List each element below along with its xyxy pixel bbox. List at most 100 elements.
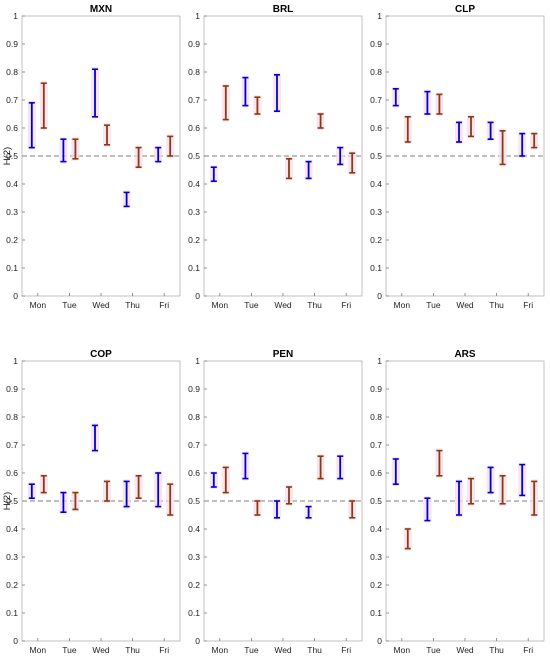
x-tick-label: Wed [274, 300, 292, 310]
y-tick-label: 0.4 [6, 179, 18, 189]
panel-title: CLP [455, 4, 475, 15]
y-tick-label: 0.3 [370, 552, 382, 562]
y-tick-label: 0.8 [188, 67, 200, 77]
y-tick-label: 0.1 [6, 608, 18, 618]
y-tick-label: 0.5 [188, 151, 200, 161]
x-tick-label: Wed [92, 645, 110, 655]
x-tick-label: Thu [489, 300, 504, 310]
y-tick-label: 0.3 [370, 207, 382, 217]
y-tick-label: 0.8 [188, 412, 200, 422]
panel-brl: 0 0.1 0.2 0.3 0.4 0.5 0.6 0.7 0.8 0.9 1 Mon Tue Wed Th… [188, 4, 363, 310]
y-tick-label: 0.7 [188, 440, 200, 450]
y-tick-label: 1 [195, 11, 200, 21]
x-tick-label: Fri [341, 300, 351, 310]
x-tick-label: Tue [62, 645, 77, 655]
y-tick-label: 0.7 [370, 440, 382, 450]
y-tick-label: 0 [13, 291, 18, 301]
y-tick-label: 0.9 [370, 384, 382, 394]
y-tick-label: 1 [13, 356, 18, 366]
y-tick-label: 0.9 [6, 39, 18, 49]
x-tick-label: Fri [159, 300, 169, 310]
x-tick-label: Tue [426, 645, 441, 655]
y-tick-label: 0.5 [6, 496, 18, 506]
y-tick-label: 0 [13, 636, 18, 646]
y-tick-label: 0.6 [188, 123, 200, 133]
y-tick-label: 0.3 [188, 552, 200, 562]
y-tick-label: 0.1 [6, 263, 18, 273]
panel-ars: 0 0.1 0.2 0.3 0.4 0.5 0.6 0.7 0.8 0.9 1 Mon Tue Wed Th… [370, 349, 545, 655]
y-tick-label: 0.6 [6, 468, 18, 478]
plot-area [203, 360, 363, 642]
y-tick-label: 0.7 [188, 95, 200, 105]
panel-pen: 0 0.1 0.2 0.3 0.4 0.5 0.6 0.7 0.8 0.9 1 Mon Tue Wed Th… [188, 349, 363, 655]
x-tick-label: Fri [523, 645, 533, 655]
y-tick-label: 0.5 [188, 496, 200, 506]
y-tick-label: 0.4 [6, 524, 18, 534]
x-tick-label: Tue [62, 300, 77, 310]
x-tick-label: Mon [394, 645, 411, 655]
x-tick-label: Tue [244, 645, 259, 655]
y-tick-label: 0.4 [188, 179, 200, 189]
x-tick-label: Thu [307, 300, 322, 310]
y-tick-label: 0.4 [188, 524, 200, 534]
y-tick-label: 0.3 [6, 552, 18, 562]
panel-clp: 0 0.1 0.2 0.3 0.4 0.5 0.6 0.7 0.8 0.9 1 Mon Tue Wed Th… [370, 4, 545, 310]
x-tick-label: Thu [489, 645, 504, 655]
y-tick-label: 0.3 [6, 207, 18, 217]
y-tick-label: 0.2 [188, 235, 200, 245]
x-tick-label: Fri [159, 645, 169, 655]
x-tick-label: Tue [244, 300, 259, 310]
y-tick-label: 1 [13, 11, 18, 21]
panel-title: COP [90, 349, 112, 360]
x-tick-label: Mon [212, 645, 229, 655]
y-axis-label: H(2) [2, 492, 13, 510]
y-tick-label: 1 [377, 11, 382, 21]
y-tick-label: 0.8 [370, 412, 382, 422]
y-tick-label: 0.5 [370, 151, 382, 161]
y-tick-label: 0.1 [188, 608, 200, 618]
y-tick-label: 0.8 [370, 67, 382, 77]
y-tick-label: 0.1 [188, 263, 200, 273]
y-tick-label: 0.9 [188, 39, 200, 49]
x-tick-label: Fri [341, 645, 351, 655]
y-tick-label: 0.7 [6, 440, 18, 450]
panel-title: PEN [273, 349, 294, 360]
panel-title: BRL [273, 4, 294, 15]
panel-mxn: 0 0.1 0.2 0.3 0.4 0.5 0.6 0.7 0.8 0.9 1 Mon Tue Wed Th… [2, 4, 181, 310]
y-tick-label: 0.6 [370, 123, 382, 133]
y-tick-label: 0 [195, 291, 200, 301]
y-tick-label: 0.6 [188, 468, 200, 478]
y-tick-label: 0.5 [6, 151, 18, 161]
y-tick-label: 0.2 [188, 580, 200, 590]
y-tick-label: 0.4 [370, 179, 382, 189]
y-tick-label: 0.7 [6, 95, 18, 105]
y-tick-label: 0.2 [6, 580, 18, 590]
panel-cop: 0 0.1 0.2 0.3 0.4 0.5 0.6 0.7 0.8 0.9 1 Mon Tue Wed Th… [2, 349, 181, 655]
x-tick-label: Thu [307, 645, 322, 655]
panel-title: ARS [454, 349, 475, 360]
y-tick-label: 0.8 [6, 67, 18, 77]
x-tick-label: Wed [274, 645, 292, 655]
x-tick-label: Tue [426, 300, 441, 310]
y-tick-label: 0.3 [188, 207, 200, 217]
x-tick-label: Mon [30, 645, 47, 655]
x-tick-label: Mon [394, 300, 411, 310]
x-tick-label: Wed [92, 300, 110, 310]
x-tick-label: Mon [212, 300, 229, 310]
y-tick-label: 0.8 [6, 412, 18, 422]
y-tick-label: 0.6 [370, 468, 382, 478]
y-tick-label: 0.4 [370, 524, 382, 534]
y-tick-label: 0 [377, 636, 382, 646]
y-tick-label: 0.2 [370, 580, 382, 590]
y-tick-label: 0.2 [370, 235, 382, 245]
x-tick-label: Thu [125, 300, 140, 310]
plot-area [385, 360, 545, 642]
y-tick-label: 0.7 [370, 95, 382, 105]
y-tick-label: 0.6 [6, 123, 18, 133]
y-tick-label: 0.9 [188, 384, 200, 394]
y-tick-label: 0 [195, 636, 200, 646]
y-axis-label: H(2) [2, 147, 13, 165]
y-tick-label: 1 [377, 356, 382, 366]
y-tick-label: 0.9 [6, 384, 18, 394]
